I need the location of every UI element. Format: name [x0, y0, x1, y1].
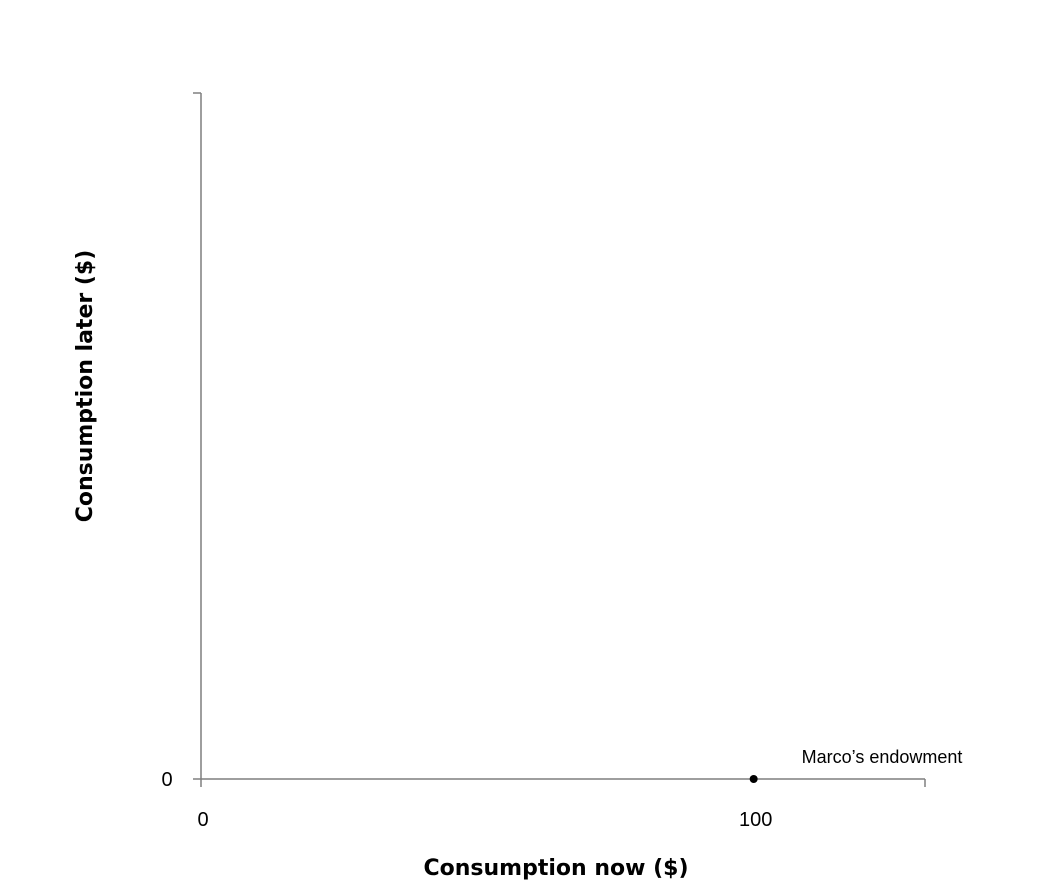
endowment-point	[749, 775, 758, 783]
endowment-label: Marco’s endowment	[802, 747, 963, 767]
y-axis-title: Consumption later ($)	[73, 250, 98, 523]
y-tick-label: 0	[161, 769, 172, 791]
x-tick-label: 100	[739, 809, 772, 831]
x-axis-title: Consumption now ($)	[423, 856, 688, 881]
x-axis	[200, 778, 926, 787]
y-axis	[193, 92, 202, 780]
x-tick-label: 0	[197, 809, 208, 831]
